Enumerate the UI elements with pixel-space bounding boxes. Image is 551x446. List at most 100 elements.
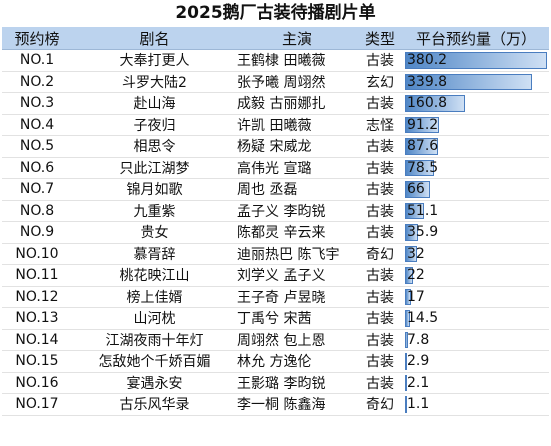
rank-cell: NO.16 bbox=[2, 372, 72, 394]
rank-cell: NO.12 bbox=[2, 286, 72, 308]
value-bar bbox=[405, 116, 440, 133]
genre-cell: 古装 bbox=[357, 200, 403, 222]
title-cell: 九重紫 bbox=[72, 200, 237, 222]
value-label: 35.9 bbox=[407, 224, 439, 241]
value-label: 66 bbox=[407, 181, 425, 198]
title-cell: 锦月如歌 bbox=[72, 178, 237, 201]
cast-cell: 成毅 古丽娜扎 bbox=[237, 92, 357, 115]
value-label: 87.6 bbox=[407, 138, 439, 155]
table-row: NO.2 斗罗大陆2 张予曦 周翊然 玄幻 339.8 bbox=[2, 71, 549, 93]
value-cell: 51.1 bbox=[403, 200, 549, 222]
col-header-value: 平台预约量（万） bbox=[403, 27, 549, 50]
value-label: 160.8 bbox=[407, 95, 448, 112]
value-label: 7.8 bbox=[407, 331, 430, 348]
value-label: 14.5 bbox=[407, 310, 439, 327]
value-bar bbox=[405, 374, 407, 391]
title-cell: 相思令 bbox=[72, 135, 237, 158]
genre-cell: 古装 bbox=[357, 286, 403, 308]
title-cell: 怎敌她个千娇百媚 bbox=[72, 350, 237, 373]
genre-cell: 古装 bbox=[357, 221, 403, 244]
cast-cell: 杨疑 宋威龙 bbox=[237, 135, 357, 158]
value-label: 91.2 bbox=[407, 116, 439, 133]
genre-cell: 奇幻 bbox=[357, 393, 403, 416]
value-cell: 7.8 bbox=[403, 329, 549, 351]
value-bar bbox=[405, 310, 411, 327]
table-row: NO.11 桃花映江山 刘学义 孟子义 古装 22 bbox=[2, 264, 549, 287]
table-row: NO.14 江湖夜雨十年灯 周翊然 包上恩 古装 7.8 bbox=[2, 329, 549, 351]
genre-cell: 志怪 bbox=[357, 114, 403, 136]
value-cell: 91.2 bbox=[403, 114, 549, 136]
cast-cell: 周也 丞磊 bbox=[237, 178, 357, 201]
value-cell: 339.8 bbox=[403, 71, 549, 93]
value-cell: 35.9 bbox=[403, 221, 549, 244]
value-cell: 87.6 bbox=[403, 135, 549, 158]
header-row: 预约榜 剧名 主演 类型 平台预约量（万） bbox=[2, 27, 549, 50]
cast-cell: 许凯 田曦薇 bbox=[237, 114, 357, 136]
table-row: NO.16 宴遇永安 王影璐 李昀锐 古装 2.1 bbox=[2, 372, 549, 394]
value-cell: 78.5 bbox=[403, 157, 549, 179]
genre-cell: 古装 bbox=[357, 307, 403, 330]
title-cell: 子夜归 bbox=[72, 114, 237, 136]
genre-cell: 古装 bbox=[357, 157, 403, 179]
genre-cell: 奇幻 bbox=[357, 243, 403, 265]
cast-cell: 李一桐 陈鑫海 bbox=[237, 393, 357, 416]
rank-cell: NO.1 bbox=[2, 49, 72, 72]
value-cell: 66 bbox=[403, 178, 549, 201]
genre-cell: 古装 bbox=[357, 372, 403, 394]
col-header-rank: 预约榜 bbox=[2, 27, 72, 50]
value-cell: 380.2 bbox=[403, 49, 549, 72]
genre-cell: 古装 bbox=[357, 329, 403, 351]
cast-cell: 孟子义 李昀锐 bbox=[237, 200, 357, 222]
genre-cell: 玄幻 bbox=[357, 71, 403, 93]
genre-cell: 古装 bbox=[357, 264, 403, 287]
value-bar bbox=[405, 245, 417, 262]
genre-cell: 古装 bbox=[357, 135, 403, 158]
value-cell: 1.1 bbox=[403, 393, 549, 416]
value-label: 51.1 bbox=[407, 202, 439, 219]
cast-cell: 丁禹兮 宋茜 bbox=[237, 307, 357, 330]
cast-cell: 张予曦 周翊然 bbox=[237, 71, 357, 93]
title-cell: 江湖夜雨十年灯 bbox=[72, 329, 237, 351]
title-cell: 榜上佳婿 bbox=[72, 286, 237, 308]
value-label: 2.1 bbox=[407, 374, 430, 391]
value-bar bbox=[405, 396, 407, 413]
title-cell: 贵女 bbox=[72, 221, 237, 244]
value-cell: 160.8 bbox=[403, 92, 549, 115]
cast-cell: 王子奇 卢昱晓 bbox=[237, 286, 357, 308]
value-label: 2.9 bbox=[407, 353, 430, 370]
value-label: 339.8 bbox=[407, 73, 448, 90]
rank-cell: NO.6 bbox=[2, 157, 72, 179]
table-row: NO.3 赴山海 成毅 古丽娜扎 古装 160.8 bbox=[2, 92, 549, 115]
title-cell: 只此江湖梦 bbox=[72, 157, 237, 179]
genre-cell: 古装 bbox=[357, 49, 403, 72]
title-cell: 宴遇永安 bbox=[72, 372, 237, 394]
cast-cell: 王影璐 李昀锐 bbox=[237, 372, 357, 394]
title-cell: 山河枕 bbox=[72, 307, 237, 330]
value-bar bbox=[405, 353, 407, 370]
table-row: NO.13 山河枕 丁禹兮 宋茜 古装 14.5 bbox=[2, 307, 549, 330]
table-row: NO.4 子夜归 许凯 田曦薇 志怪 91.2 bbox=[2, 114, 549, 136]
value-bar bbox=[405, 138, 438, 155]
value-bar bbox=[405, 52, 547, 69]
rank-cell: NO.4 bbox=[2, 114, 72, 136]
title-cell: 古乐风华录 bbox=[72, 393, 237, 416]
value-bar bbox=[405, 267, 414, 284]
table-row: NO.5 相思令 杨疑 宋威龙 古装 87.6 bbox=[2, 135, 549, 158]
rank-cell: NO.7 bbox=[2, 178, 72, 201]
rank-cell: NO.17 bbox=[2, 393, 72, 416]
cast-cell: 陈都灵 辛云来 bbox=[237, 221, 357, 244]
value-cell: 2.1 bbox=[403, 372, 549, 394]
col-header-genre: 类型 bbox=[357, 27, 403, 50]
table-row: NO.10 慕胥辞 迪丽热巴 陈飞宇 奇幻 32 bbox=[2, 243, 549, 265]
table-row: NO.1 大奉打更人 王鹤棣 田曦薇 古装 380.2 bbox=[2, 49, 549, 72]
value-bar bbox=[405, 202, 425, 219]
rank-cell: NO.2 bbox=[2, 71, 72, 93]
rank-cell: NO.11 bbox=[2, 264, 72, 287]
title-cell: 赴山海 bbox=[72, 92, 237, 115]
value-label: 1.1 bbox=[407, 396, 430, 413]
value-bar bbox=[405, 288, 412, 305]
cast-cell: 王鹤棣 田曦薇 bbox=[237, 49, 357, 72]
value-bar bbox=[405, 224, 419, 241]
title-cell: 桃花映江山 bbox=[72, 264, 237, 287]
genre-cell: 古装 bbox=[357, 92, 403, 115]
